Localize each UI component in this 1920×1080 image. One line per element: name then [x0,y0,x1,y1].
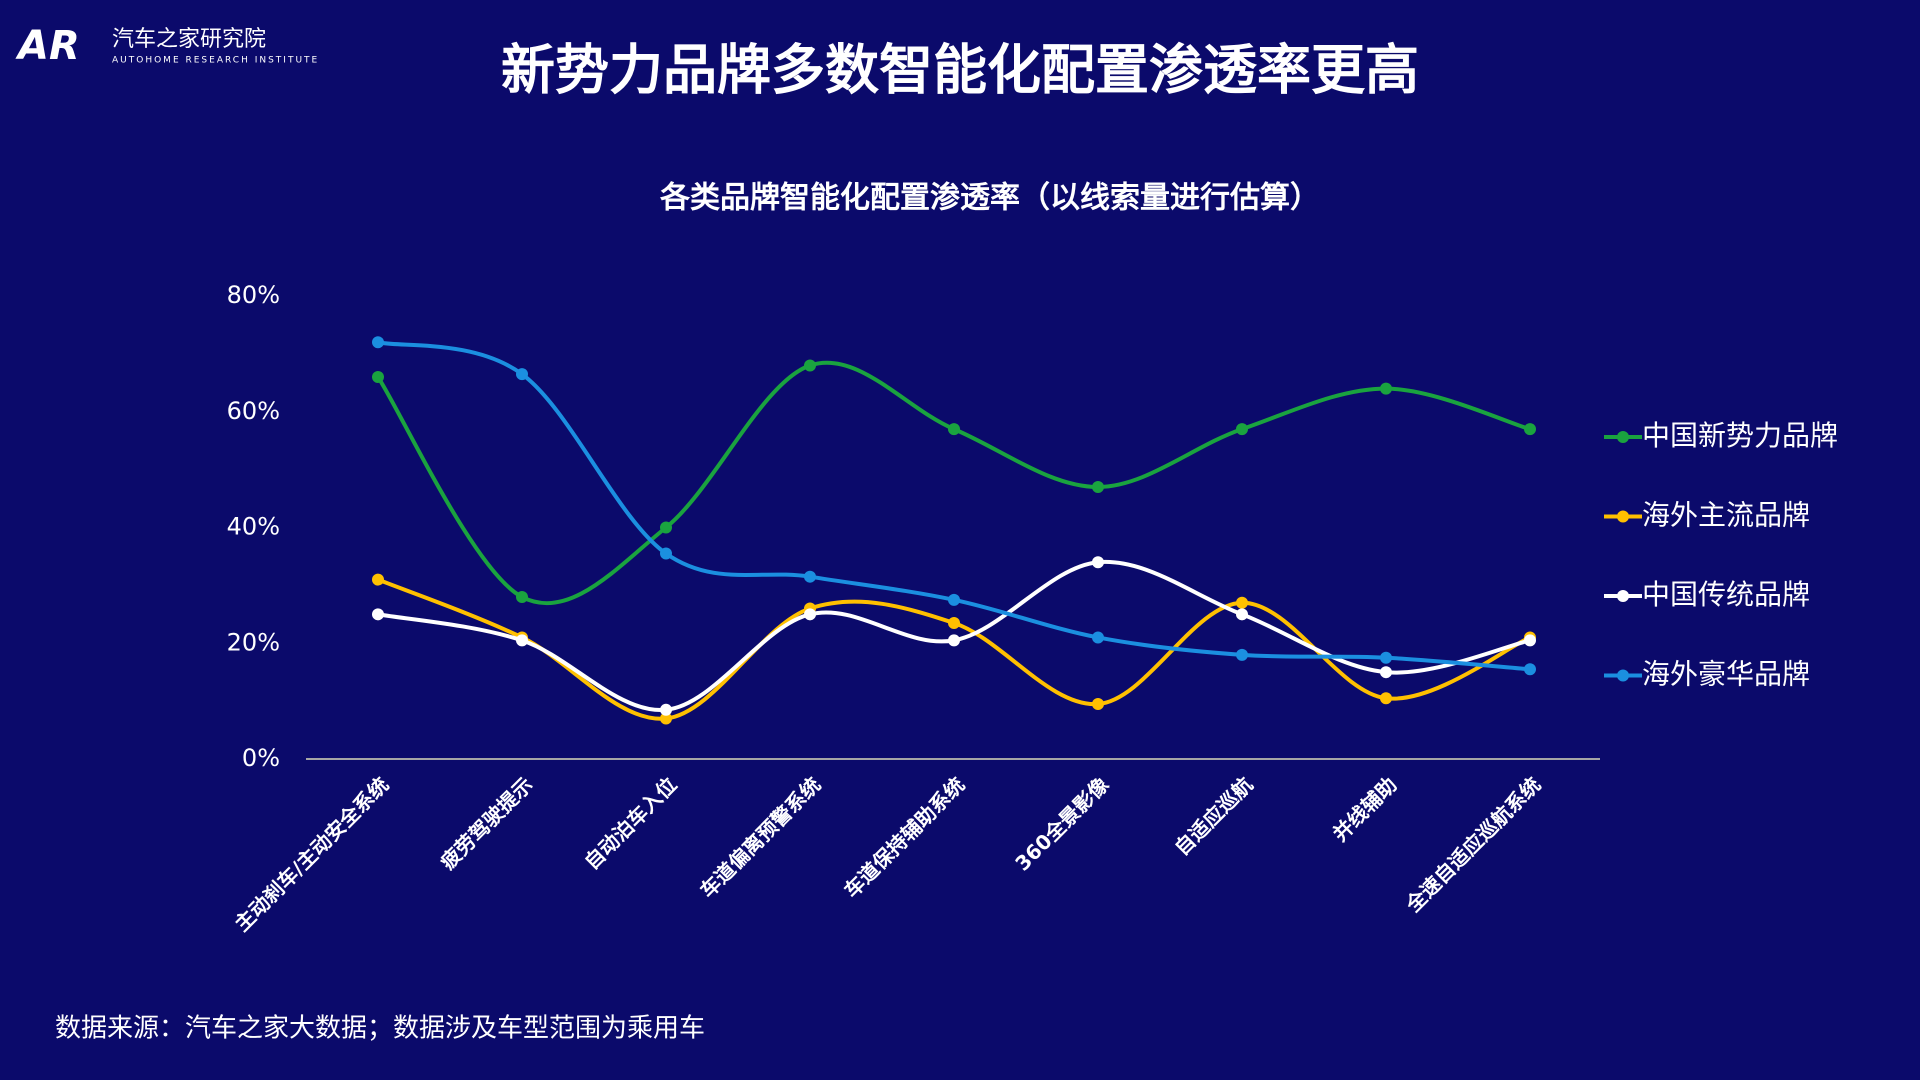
legend-label: 中国新势力品牌 [1642,419,1838,452]
y-tick-label: 40% [227,513,280,541]
y-tick-label: 0% [242,744,280,772]
data-point [1380,651,1392,664]
y-tick-label: 20% [227,628,280,656]
data-point [660,703,672,716]
legend-dot [1617,510,1629,523]
data-point [1524,634,1536,647]
logo-mark: AR [15,23,80,69]
data-point [372,336,384,349]
data-point [1092,556,1104,569]
legend-dot [1617,431,1629,443]
data-point [1380,382,1392,395]
data-point [1524,423,1536,436]
legend-label: 海外豪华品牌 [1642,658,1810,691]
data-point [1236,608,1248,621]
data-point [804,359,816,372]
data-point [660,547,672,560]
y-tick-label: 60% [227,397,280,425]
data-point [1236,423,1248,436]
series-line [376,360,1531,606]
data-point [948,634,960,647]
data-point [1236,596,1248,609]
y-tick-label: 80% [227,281,280,309]
data-point [516,590,528,603]
legend-label: 海外主流品牌 [1642,499,1810,532]
data-point [372,573,384,586]
data-point [1092,480,1104,493]
logo-name: 汽车之家研究院 [112,27,266,52]
logo-subtitle: AUTOHOME RESEARCH INSTITUTE [112,56,319,66]
data-point [660,712,672,725]
slide-title: 新势力品牌多数智能化配置渗透率更高 [501,39,1419,102]
data-point [1380,666,1392,679]
legend-dot [1617,669,1629,682]
data-point [1524,663,1536,676]
data-point [516,368,528,381]
data-point [948,616,960,629]
data-point [1092,698,1104,711]
chart-title: 各类品牌智能化配置渗透率（以线索量进行估算） [659,181,1320,216]
data-point [948,593,960,606]
data-point [660,521,672,534]
data-point [516,634,528,647]
source-note: 数据来源：汽车之家大数据；数据涉及车型范围为乘用车 [55,1014,705,1044]
legend-label: 中国传统品牌 [1642,578,1810,611]
data-point [948,423,960,436]
data-point [804,570,816,583]
data-point [1236,648,1248,661]
data-point [1380,692,1392,705]
data-point [372,371,384,384]
data-point [804,608,816,621]
data-point [372,608,384,621]
data-point [1092,631,1104,644]
legend-dot [1617,590,1629,602]
